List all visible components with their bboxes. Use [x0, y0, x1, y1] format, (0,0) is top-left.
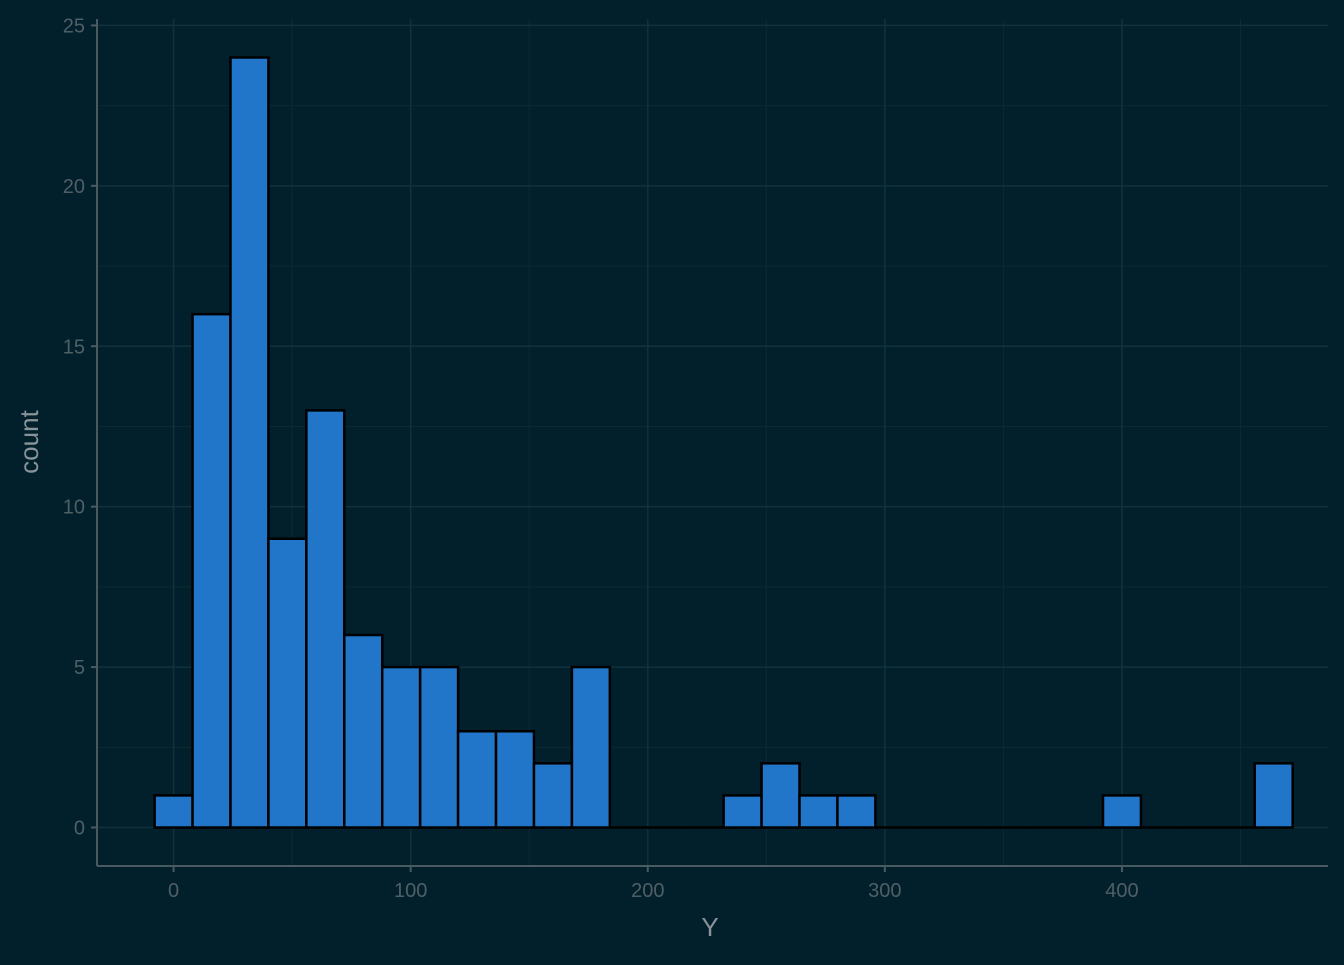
histogram-bar	[534, 763, 572, 827]
histogram-bar	[306, 410, 344, 827]
histogram-bar	[382, 667, 420, 827]
x-tick-label: 200	[631, 880, 664, 902]
histogram-bar	[1103, 795, 1141, 827]
y-axis-title: count	[14, 409, 44, 473]
histogram-bar	[344, 635, 382, 828]
histogram-bar	[724, 795, 762, 827]
histogram-bar	[800, 795, 838, 827]
y-tick-label: 25	[63, 15, 85, 37]
x-tick-label: 100	[394, 880, 427, 902]
y-tick-label: 10	[63, 497, 85, 519]
histogram-bar	[268, 539, 306, 828]
y-tick-label: 20	[63, 176, 85, 198]
y-tick-label: 0	[74, 818, 85, 840]
histogram-bar	[572, 667, 610, 827]
histogram-bar	[420, 667, 458, 827]
x-tick-label: 0	[168, 880, 179, 902]
histogram-bar	[1255, 763, 1293, 827]
x-tick-label: 400	[1105, 880, 1138, 902]
y-tick-label: 5	[74, 657, 85, 679]
histogram-bar	[155, 795, 193, 827]
histogram-bar	[458, 731, 496, 827]
histogram-bar	[762, 763, 800, 827]
histogram-bar	[193, 314, 231, 827]
histogram-bar	[496, 731, 534, 827]
x-axis-title: Y	[701, 912, 718, 942]
x-tick-label: 300	[868, 880, 901, 902]
histogram-bar	[230, 58, 268, 828]
histogram-bar	[837, 795, 875, 827]
y-tick-label: 15	[63, 336, 85, 358]
